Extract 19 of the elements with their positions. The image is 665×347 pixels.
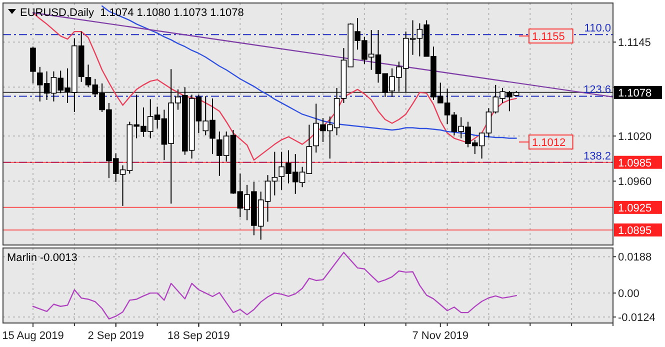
ref-line-label: 1.1078 xyxy=(618,87,652,100)
y-tick-label: 1.1145 xyxy=(618,36,651,49)
ref-line-label: 1.0895 xyxy=(618,224,652,237)
ref-line-label: 1.0985 xyxy=(618,157,652,170)
annotation: 1.1155 xyxy=(532,30,565,43)
ref-line-label: 1.0925 xyxy=(618,202,652,214)
annotation: 110.0 xyxy=(584,22,611,35)
y-tick-label: 1.0960 xyxy=(618,176,652,188)
x-tick-label: 7 Nov 2019 xyxy=(412,330,469,342)
y-tick-label: 0.00 xyxy=(618,288,640,300)
y-tick-label: 1.1020 xyxy=(618,130,652,143)
annotation: 1.1012 xyxy=(532,136,566,149)
y-tick-label: -0.0124 xyxy=(618,312,656,324)
x-tick-label: 2 Sep 2019 xyxy=(88,330,144,342)
x-tick-label: 15 Aug 2019 xyxy=(2,330,64,342)
y-tick-label: 0.0188 xyxy=(618,252,652,264)
annotation: 138.2 xyxy=(583,150,611,162)
x-tick-label: 18 Sep 2019 xyxy=(168,330,230,342)
chart-title: Marlin -0.0013 xyxy=(7,252,78,264)
